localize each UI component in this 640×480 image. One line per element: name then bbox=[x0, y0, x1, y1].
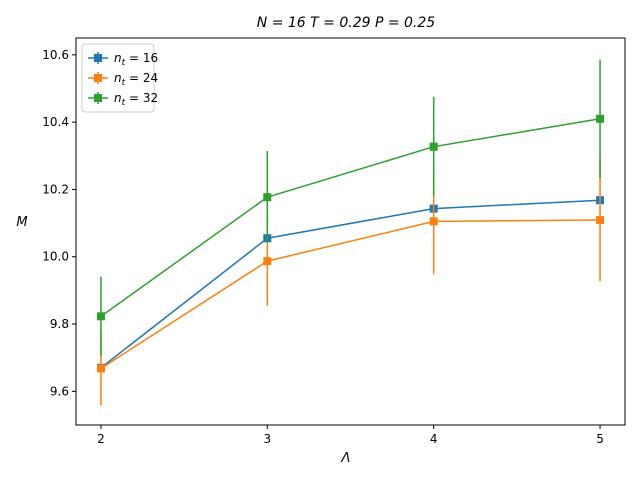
x-axis-label: Λ bbox=[341, 451, 351, 466]
legend-item: nt = 16 bbox=[88, 51, 158, 68]
legend-label: nt = 32 bbox=[114, 91, 158, 108]
plot-frame bbox=[75, 37, 626, 426]
chart-title: N = 16 T = 0.29 P = 0.25 bbox=[257, 15, 436, 31]
data-point bbox=[263, 257, 272, 266]
y-tick-label: 10.2 bbox=[42, 182, 69, 196]
series-0 bbox=[96, 196, 605, 372]
y-tick-label: 10.4 bbox=[42, 115, 69, 129]
legend-item: nt = 24 bbox=[88, 71, 158, 88]
data-point bbox=[429, 217, 438, 226]
legend: nt = 16 nt = 24 nt = 32 bbox=[81, 43, 158, 113]
legend-marker bbox=[94, 94, 102, 102]
legend-item: nt = 32 bbox=[88, 91, 158, 108]
plot-area bbox=[96, 59, 605, 406]
series-line bbox=[100, 199, 601, 369]
y-tick-label: 9.6 bbox=[50, 384, 69, 398]
legend-label: nt = 24 bbox=[114, 71, 158, 88]
data-point bbox=[96, 364, 105, 373]
series-1 bbox=[96, 158, 605, 406]
series-line bbox=[100, 118, 601, 317]
data-point bbox=[596, 114, 605, 123]
y-tick-label: 9.8 bbox=[50, 317, 69, 331]
x-tick-label: 5 bbox=[596, 432, 604, 446]
x-tick-label: 2 bbox=[97, 432, 105, 446]
series-line bbox=[100, 219, 601, 370]
series-2 bbox=[96, 59, 605, 357]
data-point bbox=[263, 193, 272, 202]
y-tick-label: 10.0 bbox=[42, 250, 69, 264]
x-tick-label: 3 bbox=[263, 432, 271, 446]
y-axis-label: M bbox=[16, 215, 27, 230]
data-point bbox=[596, 216, 605, 225]
y-tick-label: 10.6 bbox=[42, 48, 69, 62]
y-axis: 9.6 9.8 10.0 10.2 10.4 10.6 bbox=[42, 48, 76, 398]
data-point bbox=[429, 142, 438, 151]
legend-label: nt = 16 bbox=[114, 51, 158, 68]
legend-marker bbox=[94, 74, 102, 82]
x-axis: 2 3 4 5 bbox=[97, 425, 604, 446]
legend-marker bbox=[94, 54, 102, 62]
x-tick-label: 4 bbox=[430, 432, 438, 446]
data-point bbox=[96, 312, 105, 321]
